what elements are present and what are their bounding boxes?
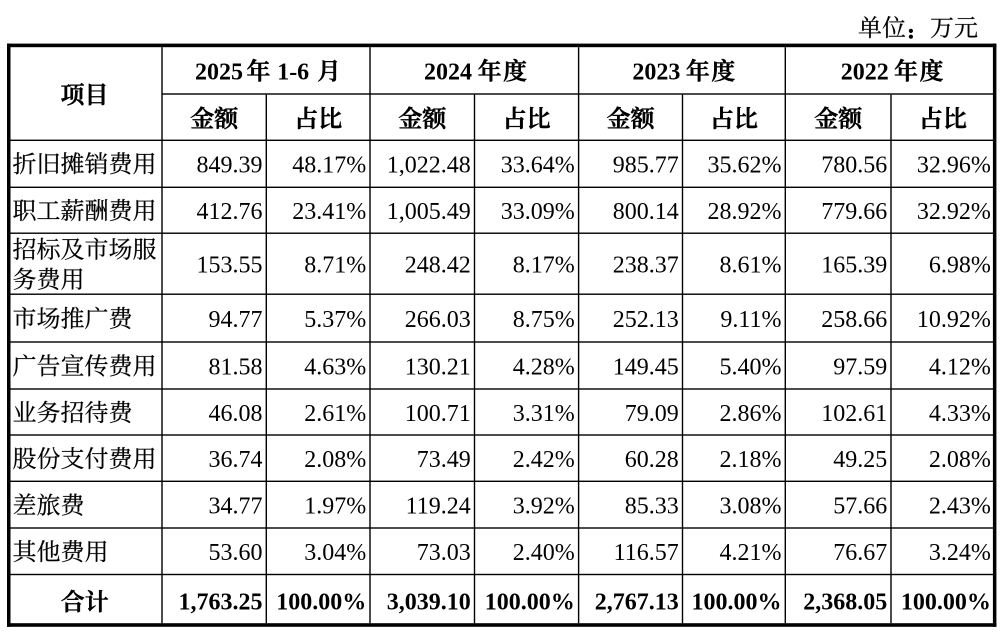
svg-text:3.92%: 3.92% [513,494,575,520]
svg-text:5.40%: 5.40% [720,355,782,381]
svg-text:165.39: 165.39 [821,253,887,279]
svg-text:33.09%: 33.09% [501,199,575,225]
svg-text:8.75%: 8.75% [513,307,575,333]
svg-text:779.66: 779.66 [821,199,887,225]
svg-text:4.21%: 4.21% [720,540,782,566]
svg-text:79.09: 79.09 [625,401,679,427]
svg-text:60.28: 60.28 [625,447,679,473]
svg-text:1,022.48: 1,022.48 [387,152,471,178]
svg-text:800.14: 800.14 [613,199,679,225]
svg-text:780.56: 780.56 [821,152,887,178]
svg-text:1,763.25: 1,763.25 [179,589,263,615]
svg-text:2.18%: 2.18% [720,447,782,473]
svg-text:3.08%: 3.08% [720,494,782,520]
svg-text:8.71%: 8.71% [304,253,366,279]
svg-text:2025: 2025 [195,60,243,86]
svg-text:100.00%: 100.00% [485,589,575,615]
svg-text:252.13: 252.13 [613,307,679,333]
svg-text:48.17%: 48.17% [292,152,366,178]
svg-text:238.37: 238.37 [613,253,679,279]
svg-text:3.04%: 3.04% [304,540,366,566]
svg-text:10.92%: 10.92% [917,307,991,333]
svg-text:3.24%: 3.24% [929,540,991,566]
svg-text:2023: 2023 [632,60,680,86]
svg-text:2.40%: 2.40% [513,540,575,566]
svg-text:2.86%: 2.86% [720,401,782,427]
svg-text:9.11%: 9.11% [720,307,781,333]
svg-text:33.64%: 33.64% [501,152,575,178]
svg-text:3,039.10: 3,039.10 [387,589,471,615]
svg-text:57.66: 57.66 [833,494,887,520]
svg-text:5.37%: 5.37% [304,307,366,333]
svg-text:23.41%: 23.41% [292,199,366,225]
svg-text:3.31%: 3.31% [513,401,575,427]
svg-text:153.55: 153.55 [197,253,263,279]
svg-text:266.03: 266.03 [405,307,471,333]
svg-text:100.00%: 100.00% [276,589,366,615]
svg-text:102.61: 102.61 [821,401,887,427]
svg-text:49.25: 49.25 [833,447,887,473]
svg-text:1-6: 1-6 [277,60,309,86]
svg-text:36.74: 36.74 [209,447,263,473]
svg-text:100.71: 100.71 [405,401,471,427]
svg-text:8.61%: 8.61% [720,253,782,279]
svg-text:116.57: 116.57 [614,540,679,566]
svg-text:76.67: 76.67 [833,540,887,566]
svg-text:8.17%: 8.17% [513,253,575,279]
svg-text:100.00%: 100.00% [692,589,782,615]
svg-text:28.92%: 28.92% [708,199,782,225]
svg-text:2.08%: 2.08% [304,447,366,473]
svg-text:412.76: 412.76 [197,199,263,225]
svg-text:73.49: 73.49 [417,447,471,473]
svg-text:985.77: 985.77 [613,152,679,178]
svg-text:46.08: 46.08 [209,401,263,427]
svg-text:32.96%: 32.96% [917,152,991,178]
svg-text:100.00%: 100.00% [901,589,991,615]
svg-text:85.33: 85.33 [625,494,679,520]
svg-text:81.58: 81.58 [209,355,263,381]
svg-text:53.60: 53.60 [209,540,263,566]
svg-text:34.77: 34.77 [209,494,263,520]
svg-text:119.24: 119.24 [406,494,471,520]
svg-text:130.21: 130.21 [405,355,471,381]
svg-text:73.03: 73.03 [417,540,471,566]
svg-text:2022: 2022 [841,60,889,86]
svg-text:1.97%: 1.97% [304,494,366,520]
svg-text:4.33%: 4.33% [929,401,991,427]
svg-text:1,005.49: 1,005.49 [387,199,471,225]
svg-text:2024: 2024 [424,60,472,86]
svg-text:94.77: 94.77 [209,307,263,333]
svg-text:2.43%: 2.43% [929,494,991,520]
svg-text:4.63%: 4.63% [304,355,366,381]
svg-text:2.61%: 2.61% [304,401,366,427]
svg-text:97.59: 97.59 [833,355,887,381]
svg-text:2.08%: 2.08% [929,447,991,473]
svg-text:258.66: 258.66 [821,307,887,333]
svg-text:2.42%: 2.42% [513,447,575,473]
svg-text:248.42: 248.42 [405,253,471,279]
svg-text:2,368.05: 2,368.05 [803,589,887,615]
svg-text:2,767.13: 2,767.13 [595,589,679,615]
svg-text:6.98%: 6.98% [929,253,991,279]
svg-text:149.45: 149.45 [613,355,679,381]
svg-text:4.12%: 4.12% [929,355,991,381]
svg-text:35.62%: 35.62% [708,152,782,178]
svg-text:32.92%: 32.92% [917,199,991,225]
svg-text:849.39: 849.39 [197,152,263,178]
svg-text:4.28%: 4.28% [513,355,575,381]
